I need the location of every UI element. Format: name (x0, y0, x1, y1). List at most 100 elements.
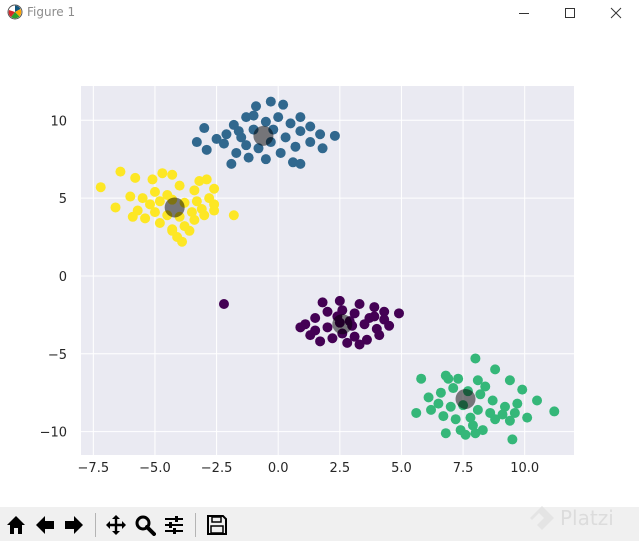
data-point (453, 373, 464, 384)
data-point (327, 333, 338, 344)
data-point (127, 211, 138, 222)
data-point (509, 407, 520, 418)
data-point (334, 295, 345, 306)
x-tick-label: 2.5 (329, 461, 350, 476)
toolbar-separator (195, 513, 196, 537)
arrow-left-icon (36, 516, 54, 534)
close-icon (610, 7, 622, 19)
data-point (460, 429, 471, 440)
data-point (361, 334, 372, 345)
data-point (354, 298, 365, 309)
y-tick-label: −5 (48, 348, 67, 363)
data-point (549, 406, 560, 417)
data-point (201, 144, 212, 155)
data-point (349, 308, 360, 319)
y-tick-label: 10 (50, 114, 67, 129)
zoom-button[interactable] (133, 513, 157, 537)
data-point (265, 96, 276, 107)
data-point (218, 298, 229, 309)
data-point (273, 112, 284, 123)
data-point (445, 401, 456, 412)
data-point (174, 180, 185, 191)
data-point (137, 193, 148, 204)
data-point (209, 183, 220, 194)
forward-button[interactable] (62, 513, 86, 537)
platzi-watermark: Platzi (528, 499, 632, 537)
cluster-center (455, 388, 476, 409)
data-point (125, 191, 136, 202)
data-point (497, 409, 508, 420)
data-point (317, 143, 328, 154)
x-tick-label: 10.0 (510, 461, 539, 476)
data-point (209, 205, 220, 216)
home-icon (7, 516, 25, 534)
data-point (191, 196, 202, 207)
data-point (167, 169, 178, 180)
data-point (517, 384, 528, 395)
data-point (504, 375, 515, 386)
configure-subplots-button[interactable] (162, 513, 186, 537)
cluster-center (332, 314, 353, 335)
data-point (384, 320, 395, 331)
data-point (472, 375, 483, 386)
figure-canvas[interactable]: −7.5 −5.0 −2.5 0.0 2.5 5.0 7.5 10.0 −10 −5 0 5 10 (0, 26, 639, 507)
data-point (167, 225, 178, 236)
x-tick-label: −5.0 (139, 461, 171, 476)
data-point (189, 185, 200, 196)
scatter-plot[interactable]: −7.5 −5.0 −2.5 0.0 2.5 5.0 7.5 10.0 −10 −5 0 5 10 (0, 26, 639, 507)
minimize-button[interactable] (501, 0, 547, 26)
data-point (231, 147, 242, 158)
data-point (472, 404, 483, 415)
data-point (251, 101, 262, 112)
data-point (349, 331, 360, 342)
data-point (295, 158, 306, 169)
data-point (322, 306, 333, 317)
maximize-icon (565, 8, 575, 18)
data-point (233, 126, 244, 137)
data-point (110, 202, 121, 213)
x-tick-label: 5.0 (391, 461, 412, 476)
data-point (426, 404, 437, 415)
title-bar[interactable]: Figure 1 (0, 0, 639, 26)
data-point (157, 168, 168, 179)
data-point (480, 381, 491, 392)
sliders-icon (165, 516, 183, 534)
x-tick-label: −2.5 (201, 461, 233, 476)
data-point (226, 158, 237, 169)
maximize-button[interactable] (547, 0, 593, 26)
data-point (154, 196, 165, 207)
close-button[interactable] (593, 0, 639, 26)
data-point (243, 152, 254, 163)
data-point (260, 154, 271, 165)
data-point (342, 337, 353, 348)
data-point (416, 373, 427, 384)
data-point (475, 389, 486, 400)
data-point (221, 129, 232, 140)
data-point (149, 207, 160, 218)
data-point (315, 336, 326, 347)
data-point (154, 218, 165, 229)
x-tick-label: 0.0 (268, 461, 289, 476)
data-point (115, 166, 126, 177)
data-point (369, 311, 380, 322)
data-point (191, 137, 202, 148)
window-title: Figure 1 (27, 5, 76, 19)
pan-button[interactable] (104, 513, 128, 537)
data-point (218, 138, 229, 149)
data-point (278, 99, 289, 110)
data-point (280, 132, 291, 143)
data-point (140, 213, 151, 224)
data-point (354, 339, 365, 350)
data-point (201, 174, 212, 185)
y-tick-label: −10 (40, 426, 67, 441)
data-point (438, 411, 449, 422)
data-point (177, 236, 188, 247)
data-point (285, 118, 296, 129)
data-point (186, 207, 197, 218)
home-button[interactable] (4, 513, 28, 537)
data-point (374, 330, 385, 341)
save-button[interactable] (205, 513, 229, 537)
data-point (490, 414, 501, 425)
data-point (467, 420, 478, 431)
back-button[interactable] (33, 513, 57, 537)
